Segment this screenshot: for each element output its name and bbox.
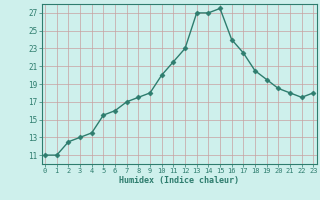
X-axis label: Humidex (Indice chaleur): Humidex (Indice chaleur) — [119, 176, 239, 185]
